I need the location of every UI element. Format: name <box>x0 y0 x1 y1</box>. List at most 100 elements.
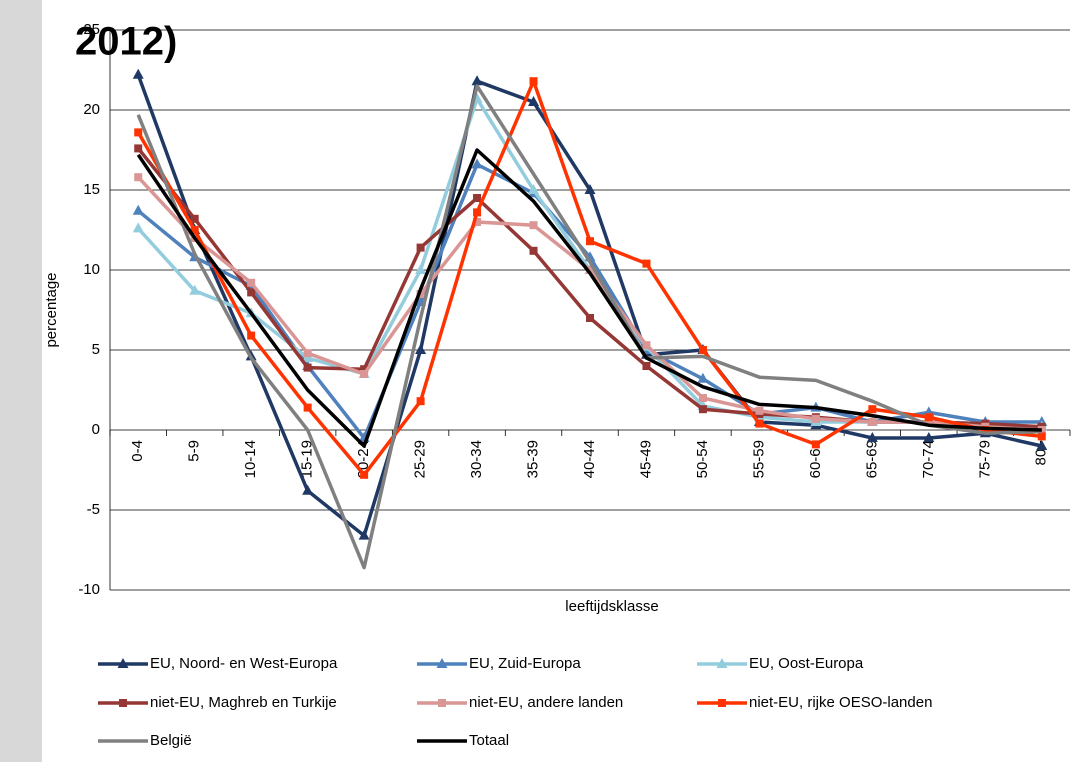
marker <box>811 414 820 423</box>
marker <box>586 237 594 246</box>
legend-label: Totaal <box>469 732 509 749</box>
marker <box>642 362 651 370</box>
x-tick-label: 55-59 <box>750 440 767 478</box>
marker <box>416 397 425 406</box>
marker <box>303 403 312 412</box>
marker <box>189 284 201 295</box>
marker <box>360 365 369 374</box>
marker <box>360 370 369 378</box>
marker <box>416 243 425 252</box>
marker <box>132 204 144 215</box>
x-axis-label: leeftijdsklasse <box>565 598 658 615</box>
marker <box>924 418 933 426</box>
x-tick-label: 10-14 <box>242 440 259 478</box>
marker <box>190 214 199 223</box>
marker <box>302 484 314 495</box>
marker <box>190 226 199 234</box>
legend-label: niet-EU, andere landen <box>469 694 623 711</box>
marker <box>438 699 446 707</box>
marker <box>473 194 482 202</box>
marker <box>360 470 369 479</box>
marker <box>868 418 877 426</box>
legend-label: EU, Noord- en West-Europa <box>150 655 338 672</box>
y-tick-label: 15 <box>83 181 100 198</box>
marker <box>642 341 651 350</box>
marker <box>132 222 144 233</box>
y-tick-label: 25 <box>83 21 100 38</box>
x-tick-label: 5-9 <box>186 440 203 462</box>
legend-label: niet-EU, Maghreb en Turkije <box>150 694 337 711</box>
marker <box>473 218 482 226</box>
x-tick-label: 25-29 <box>412 440 429 478</box>
x-tick-label: 35-39 <box>524 440 541 478</box>
marker <box>698 346 707 354</box>
marker <box>1036 440 1048 450</box>
marker <box>755 419 764 428</box>
marker <box>529 246 538 255</box>
legend-label: EU, Zuid-Europa <box>469 655 581 672</box>
series-line <box>136 84 1042 570</box>
chart-title: 2012) <box>75 20 177 64</box>
marker <box>132 68 144 79</box>
marker <box>358 529 370 540</box>
marker <box>436 658 448 668</box>
marker <box>471 158 483 169</box>
series-line <box>136 148 1042 448</box>
marker <box>868 405 877 414</box>
x-tick-label: 50-54 <box>694 440 711 478</box>
marker <box>415 344 427 354</box>
marker <box>586 314 594 322</box>
marker <box>528 184 540 194</box>
marker <box>755 406 764 415</box>
x-tick-label: 30-34 <box>468 440 485 478</box>
x-tick-label: 15-19 <box>299 440 316 478</box>
y-tick-label: 20 <box>83 101 100 118</box>
y-tick-label: -10 <box>78 581 100 598</box>
marker <box>134 173 143 182</box>
y-axis-label: percentage <box>43 272 60 347</box>
x-tick-label: 0-4 <box>129 440 146 462</box>
legend-label: België <box>150 732 192 749</box>
marker <box>529 77 538 86</box>
marker <box>698 394 707 402</box>
legend-label: niet-EU, rijke OESO-landen <box>749 694 932 711</box>
legend-label: EU, Oost-Europa <box>749 655 864 672</box>
y-tick-label: 5 <box>92 341 100 358</box>
x-tick-label: 60-64 <box>807 440 824 478</box>
marker <box>415 264 427 274</box>
marker <box>866 432 878 442</box>
x-tick-label: 75-79 <box>976 440 993 478</box>
x-tick-label: 45-49 <box>637 440 654 478</box>
chart-area <box>42 0 1078 762</box>
x-tick-label: 40-44 <box>581 440 598 478</box>
marker <box>473 208 482 217</box>
marker <box>247 278 256 287</box>
marker <box>471 75 483 86</box>
marker <box>117 658 129 668</box>
marker <box>586 266 594 274</box>
marker <box>716 658 728 668</box>
marker <box>584 184 596 194</box>
marker <box>134 144 143 153</box>
marker <box>718 699 726 707</box>
marker <box>134 128 143 137</box>
marker <box>119 699 127 707</box>
marker <box>698 405 707 414</box>
marker <box>247 288 256 297</box>
marker <box>923 432 935 442</box>
marker <box>1037 432 1046 441</box>
y-tick-label: 0 <box>92 421 100 438</box>
marker <box>924 413 933 422</box>
marker <box>303 363 312 372</box>
y-tick-label: 10 <box>83 261 100 278</box>
x-tick-label: 65-69 <box>863 440 880 478</box>
marker <box>303 349 312 358</box>
marker <box>247 331 256 340</box>
marker <box>528 96 540 106</box>
y-tick-label: -5 <box>87 501 100 518</box>
marker <box>697 372 709 383</box>
marker <box>529 221 538 230</box>
x-tick-label: 70-74 <box>920 440 937 478</box>
marker <box>642 259 651 268</box>
